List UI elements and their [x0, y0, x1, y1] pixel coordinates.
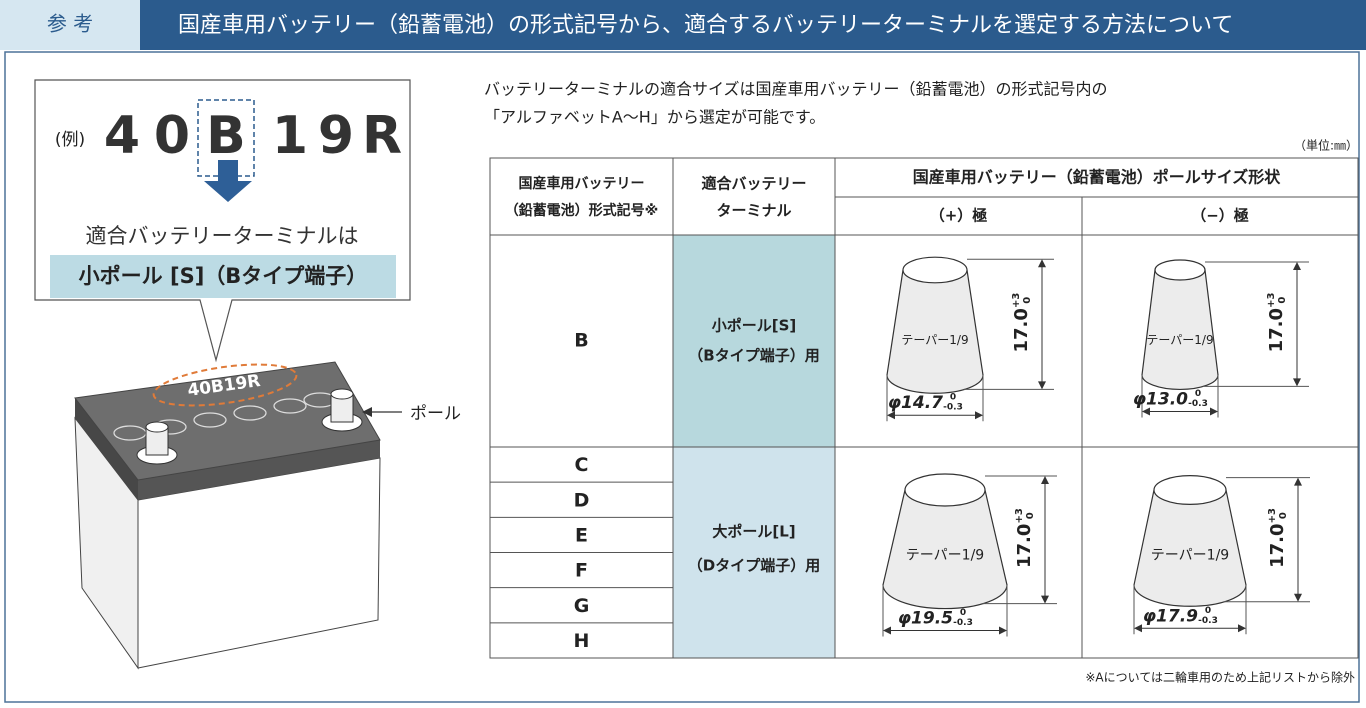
cone-top [902, 256, 968, 284]
diameter: φ14.7 [888, 393, 943, 413]
terminal-cell-bg [673, 235, 835, 447]
th: 国産車用バッテリー [519, 175, 645, 192]
diameter: φ19.5 [898, 609, 953, 629]
height-tol: 0 [1277, 297, 1288, 304]
example-prefix: (例) [55, 130, 85, 150]
vent [273, 398, 307, 414]
height: 17.0 [1266, 308, 1287, 352]
height-tol: +3 [1266, 292, 1277, 307]
dia-tol: 0 [1195, 389, 1201, 399]
dia-tol: -0.3 [1198, 616, 1218, 626]
dia-tol: 0 [1205, 606, 1211, 616]
th: （+）極 [930, 207, 988, 225]
vent [193, 412, 227, 428]
diameter: φ13.0 [1133, 389, 1188, 409]
height-tol: +3 [1014, 508, 1025, 523]
header-bar [0, 0, 1366, 50]
terminal: 小ポール[S] [712, 317, 797, 335]
terminal: （Dタイプ端子）用 [688, 557, 820, 575]
result: 小ポール [S]（Bタイプ端子） [79, 264, 368, 288]
height: 17.0 [1011, 308, 1032, 352]
terminal: 大ポール[L] [712, 523, 795, 541]
th: ターミナル [716, 202, 791, 220]
symbol: H [574, 630, 590, 652]
cone [886, 269, 984, 394]
vent [233, 405, 267, 421]
example-char: B [206, 106, 246, 166]
arrow [1142, 407, 1218, 416]
table-border [489, 157, 1359, 659]
th: （鉛蓄電池）形式記号※ [505, 202, 659, 219]
diameter: φ17.9 [1143, 606, 1198, 626]
height-tol: +3 [1267, 508, 1278, 523]
description: バッテリーターミナルの適合サイズは国産車用バッテリー（鉛蓄電池）の形式記号内の [484, 80, 1108, 99]
height: 17.0 [1267, 523, 1288, 567]
frame [4, 51, 1360, 703]
cone-top [1153, 475, 1227, 506]
symbol: E [575, 524, 588, 546]
symbol: F [575, 560, 588, 582]
down-arrow [204, 160, 252, 202]
cone-top [904, 473, 986, 507]
dia-tol: 0 [960, 608, 966, 618]
cone [1133, 489, 1247, 607]
header-title: 国産車用バッテリー（鉛蓄電池）の形式記号から、適合するバッテリーターミナルを選定… [178, 13, 1233, 38]
example-char: 4 [104, 106, 140, 166]
terminal-top [145, 421, 169, 433]
dia-tol: -0.3 [943, 403, 963, 413]
terminal: （Bタイプ端子）用 [688, 347, 819, 365]
height-tol: 0 [1278, 512, 1289, 519]
description: 「アルファベットA～H」から選定が可能です。 [484, 108, 825, 127]
dia-tol: -0.3 [953, 618, 973, 628]
header-tag-bg [0, 0, 140, 50]
example-char: R [362, 106, 402, 166]
example-char: 9 [318, 106, 354, 166]
height-tol: 0 [1022, 297, 1033, 304]
cone [1141, 269, 1219, 391]
symbol: G [574, 595, 590, 617]
result-bg [50, 255, 396, 298]
header-tag: 参 考 [47, 12, 93, 36]
height-tol: +3 [1011, 293, 1022, 308]
dia-tol: 0 [950, 393, 956, 403]
footnote: ※Aについては二輪車用のため上記リストから除外 [1085, 670, 1355, 685]
cone-top [1154, 259, 1206, 281]
th: （−）極 [1191, 207, 1249, 225]
lid-left [75, 398, 138, 500]
taper: テーパー1/9 [906, 548, 984, 564]
cone [882, 489, 1008, 610]
pole-arrow-head [362, 407, 372, 417]
result-text: 適合バッテリーターミナルは [86, 224, 359, 248]
symbol: D [574, 489, 590, 511]
th: 適合バッテリー [701, 175, 806, 193]
taper: テーパー1/9 [1151, 548, 1229, 564]
dia-tol: -0.3 [1188, 399, 1208, 409]
example-char: 0 [154, 106, 190, 166]
unit: （単位:㎜） [1294, 138, 1358, 153]
terminal-cell-bg [673, 447, 835, 658]
taper: テーパー1/9 [901, 333, 968, 347]
height: 17.0 [1014, 524, 1035, 568]
pole-label: ポール [410, 404, 461, 424]
taper: テーパー1/9 [1146, 333, 1213, 347]
lid-front [138, 440, 380, 500]
symbol: B [574, 330, 588, 352]
height-tol: 0 [1025, 512, 1036, 519]
example-char: 1 [272, 106, 308, 166]
battery-front [137, 457, 381, 669]
th: 国産車用バッテリー（鉛蓄電池）ポールサイズ形状 [913, 168, 1282, 187]
terminal-top [330, 388, 354, 400]
symbol: C [575, 454, 589, 476]
